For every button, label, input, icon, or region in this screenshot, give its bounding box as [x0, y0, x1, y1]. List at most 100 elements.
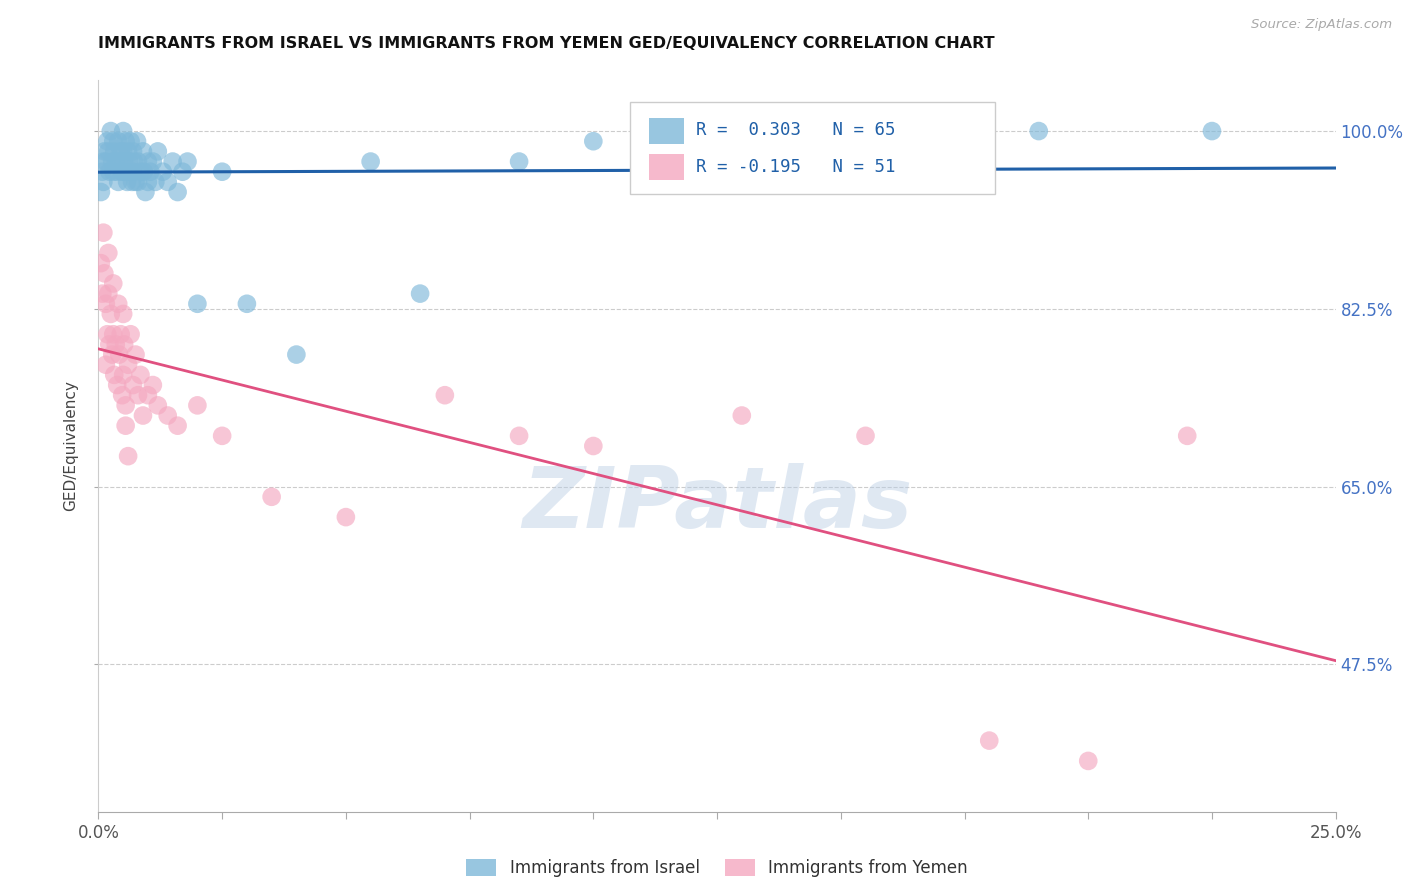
Point: [93, 266, 115, 280]
Point: [855, 429, 877, 443]
FancyBboxPatch shape: [650, 118, 683, 144]
Point: [186, 297, 208, 311]
Point: [98, 165, 121, 179]
Text: R =  0.303   N = 65: R = 0.303 N = 65: [696, 121, 896, 139]
Point: [122, 154, 145, 169]
Point: [236, 297, 259, 311]
Point: [143, 175, 166, 189]
Point: [100, 307, 122, 321]
Point: [112, 165, 135, 179]
Point: [582, 439, 605, 453]
Text: IMMIGRANTS FROM ISRAEL VS IMMIGRANTS FROM YEMEN GED/EQUIVALENCY CORRELATION CHAR: IMMIGRANTS FROM ISRAEL VS IMMIGRANTS FRO…: [98, 36, 995, 51]
Point: [90, 185, 112, 199]
Point: [117, 165, 139, 179]
Point: [107, 175, 129, 189]
FancyBboxPatch shape: [650, 154, 683, 180]
Point: [91, 286, 114, 301]
Point: [508, 154, 530, 169]
Point: [112, 145, 135, 159]
Point: [121, 175, 143, 189]
Point: [172, 165, 194, 179]
Point: [104, 154, 127, 169]
Point: [103, 165, 125, 179]
Point: [93, 154, 115, 169]
Point: [117, 145, 139, 159]
Point: [93, 145, 115, 159]
Point: [93, 175, 115, 189]
Point: [114, 418, 136, 433]
Point: [142, 154, 165, 169]
Point: [94, 154, 117, 169]
Point: [186, 398, 208, 412]
Point: [166, 418, 188, 433]
Point: [260, 490, 283, 504]
Point: [107, 134, 129, 148]
Point: [97, 145, 120, 159]
Point: [97, 286, 120, 301]
Point: [103, 134, 125, 148]
Point: [139, 165, 162, 179]
Point: [122, 378, 145, 392]
Point: [335, 510, 357, 524]
Point: [112, 124, 135, 138]
Point: [285, 348, 308, 362]
Point: [156, 409, 179, 423]
Point: [582, 134, 605, 148]
Point: [96, 327, 118, 342]
Point: [94, 297, 117, 311]
Point: [1175, 429, 1198, 443]
Point: [107, 297, 129, 311]
Point: [1028, 124, 1050, 138]
Point: [90, 256, 112, 270]
Point: [508, 429, 530, 443]
Point: [124, 348, 146, 362]
Point: [103, 145, 125, 159]
Point: [111, 165, 134, 179]
Point: [105, 165, 128, 179]
Point: [136, 154, 159, 169]
Point: [124, 175, 146, 189]
Point: [94, 358, 117, 372]
Point: [127, 388, 149, 402]
Point: [115, 175, 138, 189]
Text: ZIPatlas: ZIPatlas: [522, 463, 912, 546]
Point: [110, 327, 132, 342]
Point: [104, 337, 127, 351]
Point: [120, 327, 142, 342]
Point: [132, 145, 155, 159]
Point: [117, 358, 139, 372]
Point: [110, 145, 132, 159]
Point: [1201, 124, 1223, 138]
Y-axis label: GED/Equivalency: GED/Equivalency: [63, 381, 79, 511]
Point: [162, 154, 184, 169]
Point: [152, 165, 174, 179]
Point: [129, 368, 152, 382]
Point: [117, 449, 139, 463]
Point: [108, 154, 131, 169]
Text: Source: ZipAtlas.com: Source: ZipAtlas.com: [1251, 18, 1392, 31]
Point: [97, 246, 120, 260]
Point: [134, 185, 156, 199]
Point: [125, 134, 148, 148]
Point: [136, 388, 159, 402]
Point: [166, 185, 188, 199]
Point: [112, 154, 135, 169]
Legend: Immigrants from Israel, Immigrants from Yemen: Immigrants from Israel, Immigrants from …: [460, 853, 974, 884]
Point: [142, 378, 165, 392]
Point: [114, 398, 136, 412]
Point: [100, 124, 122, 138]
Point: [91, 165, 114, 179]
FancyBboxPatch shape: [630, 103, 995, 194]
Point: [129, 165, 152, 179]
Point: [108, 348, 131, 362]
Point: [103, 277, 125, 291]
Point: [111, 388, 134, 402]
Point: [112, 307, 135, 321]
Point: [409, 286, 432, 301]
Point: [120, 134, 142, 148]
Point: [112, 368, 135, 382]
Point: [979, 733, 1001, 747]
Point: [132, 409, 155, 423]
Point: [98, 337, 121, 351]
Point: [103, 368, 125, 382]
